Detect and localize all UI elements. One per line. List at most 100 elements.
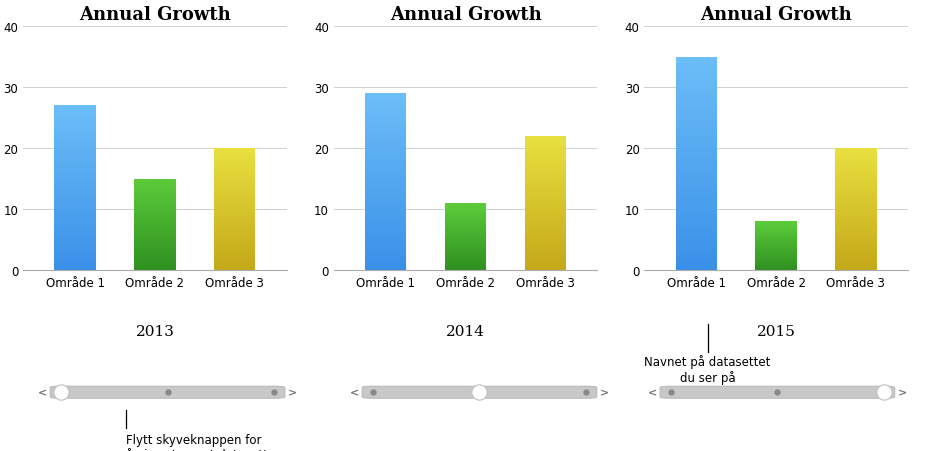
- Bar: [524, 228, 566, 229]
- Bar: [676, 74, 717, 77]
- Bar: [214, 241, 255, 243]
- Bar: [214, 252, 255, 253]
- Bar: [54, 149, 96, 151]
- Bar: [214, 255, 255, 256]
- Bar: [214, 191, 255, 193]
- Bar: [835, 166, 877, 167]
- Bar: [524, 138, 566, 139]
- Bar: [445, 247, 486, 248]
- Bar: [524, 181, 566, 182]
- Bar: [214, 157, 255, 159]
- Bar: [524, 226, 566, 228]
- Bar: [676, 126, 717, 128]
- Bar: [134, 231, 176, 232]
- Bar: [755, 254, 797, 255]
- Bar: [524, 206, 566, 207]
- Bar: [214, 193, 255, 194]
- Text: <: <: [350, 387, 359, 397]
- Bar: [134, 209, 176, 210]
- Bar: [445, 261, 486, 262]
- Bar: [755, 249, 797, 250]
- Bar: [134, 180, 176, 181]
- Bar: [54, 146, 96, 147]
- Bar: [365, 249, 407, 251]
- Bar: [524, 167, 566, 169]
- Bar: [755, 225, 797, 226]
- Bar: [676, 213, 717, 215]
- Bar: [676, 196, 717, 198]
- Bar: [54, 120, 96, 121]
- Bar: [445, 216, 486, 217]
- Bar: [134, 199, 176, 200]
- Bar: [54, 128, 96, 129]
- Bar: [755, 228, 797, 229]
- Bar: [134, 233, 176, 234]
- Bar: [676, 73, 717, 74]
- Bar: [134, 236, 176, 237]
- Bar: [676, 151, 717, 153]
- Bar: [365, 242, 407, 244]
- Bar: [214, 257, 255, 258]
- Bar: [835, 251, 877, 252]
- Bar: [134, 258, 176, 259]
- Bar: [524, 142, 566, 143]
- Bar: [54, 164, 96, 166]
- Bar: [214, 204, 255, 205]
- Bar: [445, 233, 486, 234]
- Bar: [134, 237, 176, 238]
- Bar: [445, 240, 486, 241]
- Bar: [524, 139, 566, 141]
- Bar: [54, 251, 96, 253]
- Bar: [835, 159, 877, 160]
- Bar: [676, 153, 717, 156]
- Bar: [54, 110, 96, 111]
- Bar: [54, 230, 96, 231]
- Bar: [54, 264, 96, 266]
- Bar: [214, 170, 255, 171]
- Bar: [365, 174, 407, 175]
- Bar: [676, 136, 717, 138]
- Bar: [214, 227, 255, 228]
- Bar: [835, 202, 877, 204]
- Bar: [524, 184, 566, 185]
- Bar: [445, 254, 486, 255]
- Bar: [676, 168, 717, 170]
- Bar: [676, 121, 717, 124]
- Bar: [365, 191, 407, 193]
- Bar: [214, 173, 255, 175]
- Bar: [835, 183, 877, 184]
- Bar: [524, 232, 566, 233]
- Bar: [134, 203, 176, 204]
- Bar: [365, 159, 407, 161]
- Bar: [835, 234, 877, 235]
- Bar: [676, 104, 717, 106]
- Bar: [134, 259, 176, 260]
- Bar: [214, 171, 255, 172]
- Bar: [755, 232, 797, 233]
- Bar: [365, 96, 407, 97]
- Bar: [835, 193, 877, 194]
- Bar: [365, 207, 407, 209]
- Bar: [445, 235, 486, 236]
- Bar: [676, 113, 717, 115]
- Bar: [445, 262, 486, 263]
- Bar: [214, 239, 255, 240]
- Bar: [134, 188, 176, 189]
- Bar: [134, 211, 176, 212]
- Bar: [524, 262, 566, 264]
- Bar: [134, 206, 176, 207]
- Bar: [214, 233, 255, 234]
- Bar: [365, 115, 407, 117]
- Bar: [134, 186, 176, 187]
- Bar: [134, 234, 176, 235]
- Bar: [214, 182, 255, 183]
- Bar: [214, 159, 255, 160]
- Bar: [676, 226, 717, 228]
- Bar: [214, 223, 255, 224]
- Bar: [365, 257, 407, 258]
- Bar: [835, 256, 877, 257]
- Bar: [835, 261, 877, 262]
- Bar: [835, 207, 877, 208]
- Bar: [214, 253, 255, 255]
- Bar: [365, 237, 407, 239]
